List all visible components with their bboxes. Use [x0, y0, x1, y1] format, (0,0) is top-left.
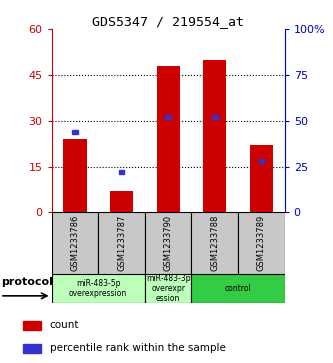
Text: GSM1233786: GSM1233786 — [70, 215, 80, 272]
Text: GSM1233789: GSM1233789 — [257, 215, 266, 271]
Text: control: control — [225, 284, 251, 293]
Bar — [23, 344, 41, 353]
FancyBboxPatch shape — [145, 212, 191, 274]
Text: percentile rank within the sample: percentile rank within the sample — [50, 343, 225, 353]
Text: protocol: protocol — [1, 277, 53, 287]
FancyBboxPatch shape — [191, 274, 285, 303]
Text: count: count — [50, 320, 79, 330]
Text: GSM1233787: GSM1233787 — [117, 215, 126, 272]
Bar — [212, 115, 217, 119]
Bar — [23, 321, 41, 330]
Text: GSM1233788: GSM1233788 — [210, 215, 219, 272]
Bar — [250, 145, 273, 212]
FancyBboxPatch shape — [52, 274, 145, 303]
Bar — [119, 170, 124, 174]
Bar — [259, 159, 264, 163]
Bar — [63, 139, 87, 212]
FancyBboxPatch shape — [52, 212, 98, 274]
Bar — [203, 60, 226, 212]
Text: miR-483-3p
overexpr
ession: miR-483-3p overexpr ession — [146, 274, 190, 303]
FancyBboxPatch shape — [191, 212, 238, 274]
Bar — [110, 191, 133, 212]
Bar — [157, 66, 180, 212]
Text: miR-483-5p
overexpression: miR-483-5p overexpression — [69, 279, 127, 298]
Bar — [72, 130, 78, 134]
Title: GDS5347 / 219554_at: GDS5347 / 219554_at — [92, 15, 244, 28]
Bar — [166, 115, 171, 119]
FancyBboxPatch shape — [238, 212, 285, 274]
FancyBboxPatch shape — [98, 212, 145, 274]
FancyBboxPatch shape — [145, 274, 191, 303]
Text: GSM1233790: GSM1233790 — [164, 215, 173, 271]
